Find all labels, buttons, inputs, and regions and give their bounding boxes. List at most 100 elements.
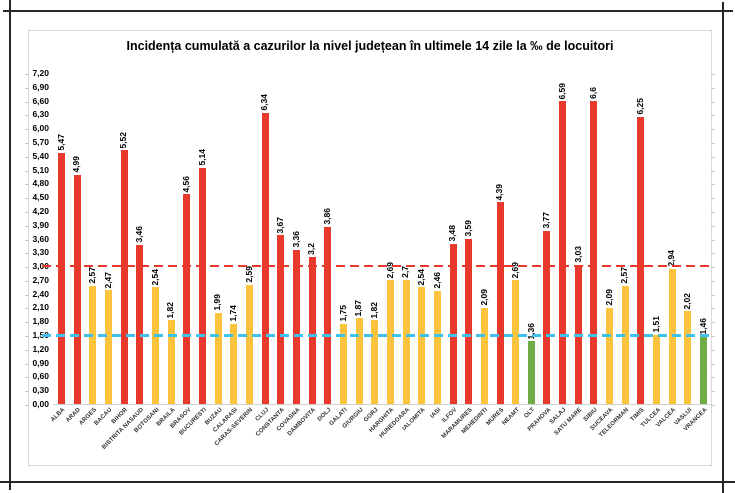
axis-tick-right [711,198,715,200]
bar-value-label: 6,34 [259,94,270,111]
bar [292,249,300,404]
axis-tick-right [711,115,715,117]
bar-value-label: 1,36 [525,322,536,340]
bar [386,280,394,404]
bar-value-label: 3,48 [447,225,458,243]
axis-tick-right [711,267,715,269]
bar-value-label: 5,47 [55,134,66,151]
y-axis-label: 6,90 [32,81,49,92]
bar-value-label: 1,46 [697,318,708,335]
y-axis-labels: 0,00 0,30 0,60 0,90 1,20 1,50 1,80 2,10 2,40 2,70… [8,68,49,409]
axis-tick-left [25,294,29,296]
bar [637,116,645,404]
bar-value-label: 1,74 [227,305,238,323]
bar [214,312,222,404]
y-axis-label: 0,30 [32,385,49,396]
axis-tick-left [25,129,29,131]
y-axis-label: 2,70 [32,274,49,285]
bar [230,324,238,404]
bar [527,341,535,404]
axis-tick-right [711,391,715,393]
axis-tick-right [711,349,715,351]
bar-value-label: 4,56 [180,175,191,193]
frame-line-top [3,10,733,12]
axis-tick-left [25,87,29,89]
y-axis-label: 1,20 [32,343,49,354]
bar [308,256,316,404]
bar [402,279,410,404]
bar-value-label: 3,59 [462,220,473,237]
axis-tick-right [711,280,715,282]
bar [418,287,426,404]
axis-tick-left [25,253,29,255]
axis-tick-right [711,322,715,324]
axis-tick-right [711,405,715,406]
bar-value-label: 3,03 [572,246,583,263]
bar [104,290,112,404]
bar-value-label: 3,67 [274,216,285,234]
y-axis-label: 0,60 [32,371,49,382]
bar-value-label: 2,59 [243,266,254,283]
axis-tick-left [25,101,29,103]
bar-value-label: 1,51 [650,316,661,333]
bar [277,235,285,404]
y-axis-label: 5,70 [32,136,49,147]
y-axis-label: 0,90 [32,357,49,368]
y-axis-label: 5,10 [32,164,49,175]
axis-tick-left [25,405,29,406]
y-axis-label: 4,80 [32,178,49,189]
axis-tick-left [25,267,29,269]
axis-tick-right [711,211,715,213]
bar [261,112,269,404]
bar [700,336,708,404]
axis-tick-right [711,142,715,144]
plot-area: 5,47 ALBA 4,99 ARAD 2,57 ARGES 2,47 BACAU 5,52 BI… [42,73,711,451]
bar [183,194,191,404]
axis-tick-right [711,294,715,296]
y-axis-label: 6,30 [32,109,49,120]
bar-value-label: 2,46 [431,272,442,289]
bar [684,311,692,404]
bar [151,287,159,404]
axis-tick-right [711,308,715,310]
y-axis-label: 3,60 [32,233,49,244]
bar [433,290,441,404]
axis-tick-right [711,363,715,365]
axis-tick-left [25,156,29,158]
y-axis-label: 4,50 [32,192,49,203]
bar [89,285,97,404]
axis-tick-left [25,280,29,282]
bar [58,152,65,404]
axis-tick-right [711,156,715,158]
bar [559,101,567,404]
bar [136,244,144,404]
y-axis-label: 0,00 [32,399,49,409]
y-axis-label: 5,40 [32,150,49,161]
y-axis-label: 6,60 [32,95,49,106]
bar-value-label: 3,2 [306,243,317,255]
y-axis-label: 3,30 [32,247,49,258]
axis-tick-left [25,211,29,213]
axis-tick-left [25,363,29,365]
bar [496,202,504,404]
axis-tick-right [711,336,715,338]
bar-value-label: 2,02 [682,292,693,310]
lower-threshold-line [42,333,711,337]
axis-tick-left [25,322,29,324]
chart-title: Incidența cumulată a cazurilor la nivel … [126,39,614,53]
y-axis-label: 3,90 [32,219,49,230]
axis-tick-right [711,184,715,186]
bar [120,150,128,404]
bar [606,307,614,404]
axis-tick-left [25,308,29,310]
bar-value-label: 4,99 [71,156,82,173]
y-axis-label: 1,50 [32,330,49,341]
y-axis-label: 2,40 [32,288,49,299]
bar-value-label: 1,99 [212,293,223,311]
bar-value-label: 6,59 [556,82,567,100]
axis-tick-left [25,225,29,227]
bar-value-label: 4,39 [494,183,505,201]
bar-value-label: 6,6 [588,86,599,99]
axis-tick-right [711,129,715,131]
